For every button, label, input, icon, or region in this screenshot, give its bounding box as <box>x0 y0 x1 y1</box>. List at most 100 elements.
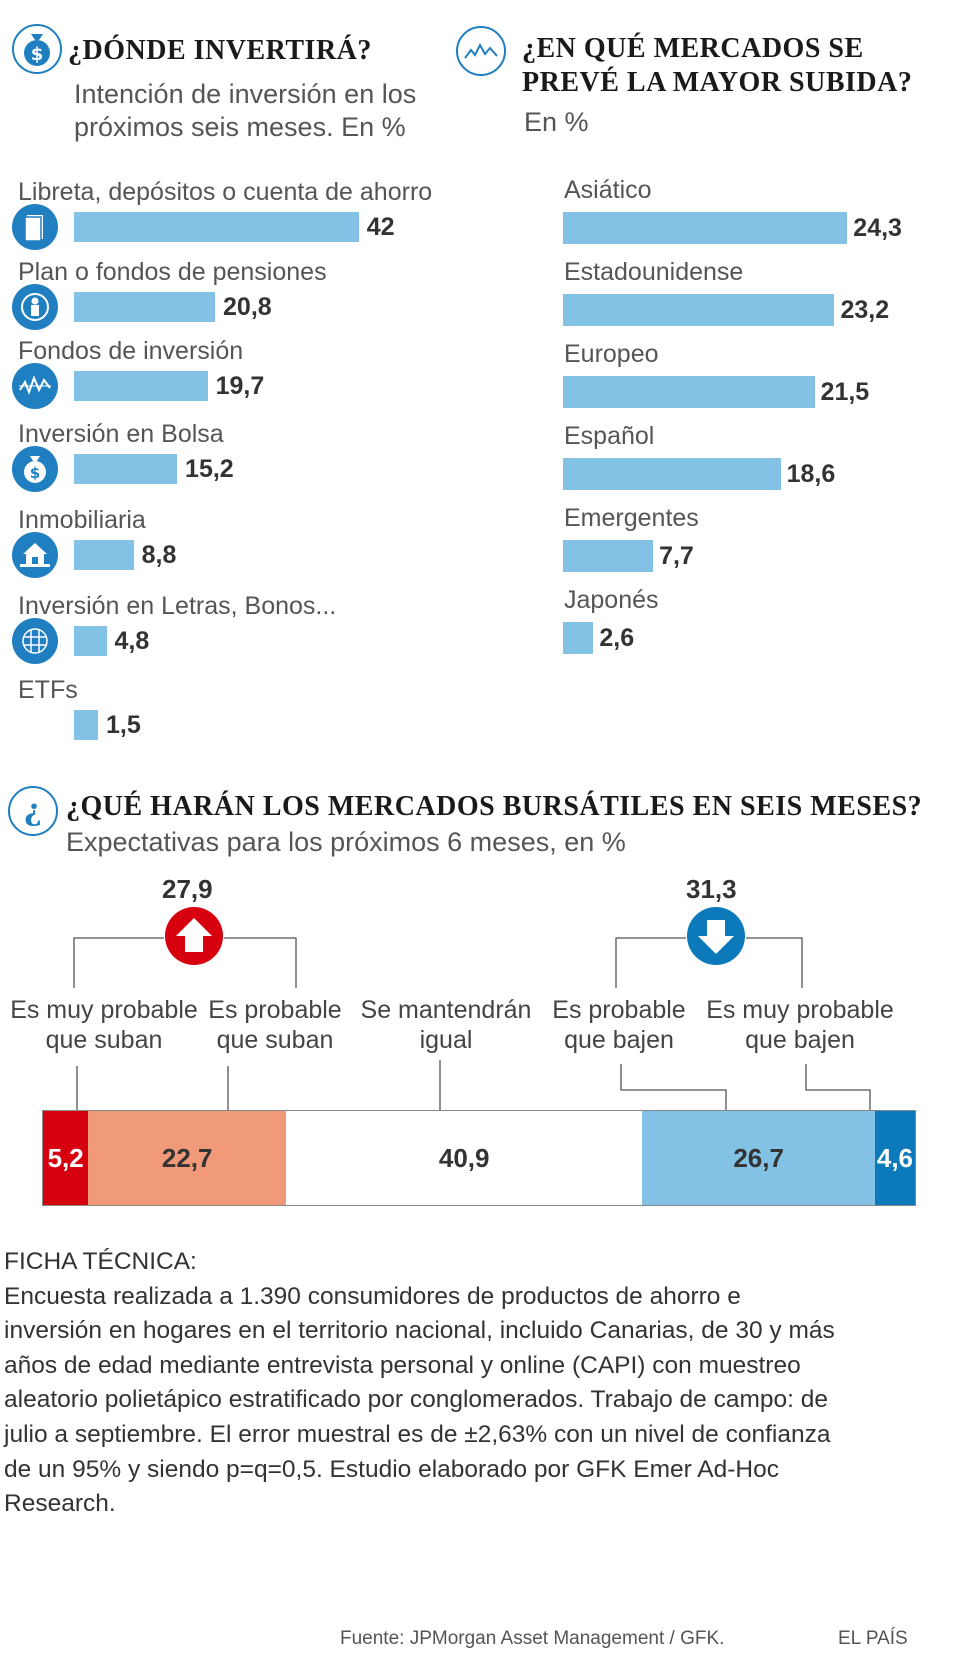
money-bag-icon: $ <box>12 24 62 74</box>
brand-logo: EL PAÍS <box>838 1628 908 1649</box>
market-category-label: Europeo <box>564 340 659 368</box>
svg-text:$: $ <box>30 464 40 482</box>
invest-value-label: 4,8 <box>114 627 150 655</box>
invest-bar <box>74 371 208 401</box>
invest-bar <box>74 454 178 484</box>
ficha-line: Encuesta realizada a 1.390 consumidores … <box>4 1282 741 1310</box>
invest-bar <box>74 292 216 322</box>
markets-subtitle: En % <box>524 107 589 137</box>
invest-category-label: Plan o fondos de pensiones <box>18 258 327 286</box>
market-value-label: 23,2 <box>840 296 890 324</box>
market-value-label: 18,6 <box>786 460 836 488</box>
invest-bar <box>74 710 98 740</box>
svg-text:$: $ <box>31 44 44 65</box>
market-bar <box>563 376 815 408</box>
invest-chart: Libreta, depósitos o cuenta de ahorro 42 P… <box>0 0 470 760</box>
stock-connectors <box>73 937 871 1118</box>
stock-segment-value: 26,7 <box>733 1142 784 1173</box>
ficha-line: inversión en hogares en el territorio na… <box>4 1317 835 1345</box>
invest-value-label: 1,5 <box>106 711 141 739</box>
stock-stacked-bar: 5,2 22,7 40,9 26,7 4,6 <box>42 1110 916 1206</box>
invest-category-label: ETFs <box>18 676 78 704</box>
ficha-line: de un 95% y siendo p=q=0,5. Estudio elab… <box>4 1455 779 1483</box>
invest-category-label: Libreta, depósitos o cuenta de ahorro <box>18 178 433 206</box>
stock-category-label: Es muy probable que bajen <box>705 995 895 1055</box>
invest-header-icon: $ <box>12 24 62 74</box>
ficha-line: años de edad mediante entrevista persona… <box>4 1351 801 1379</box>
invest-bar <box>74 540 134 570</box>
money-bag-icon: $ <box>12 446 58 492</box>
stock-segment: 5,2 <box>43 1111 89 1205</box>
invest-value-label: 19,7 <box>215 372 265 400</box>
market-bar <box>563 294 835 326</box>
stock-category-line1: Es probable <box>208 996 342 1024</box>
question-header-icon: ¿ <box>8 786 58 836</box>
stock-category-label: Es muy probable que suban <box>9 995 199 1055</box>
ficha-line: Research. <box>4 1490 116 1518</box>
market-value-label: 21,5 <box>820 378 870 406</box>
market-category-label: Japonés <box>564 586 659 614</box>
pensioner-icon <box>12 284 58 330</box>
market-value-label: 24,3 <box>853 214 902 242</box>
markets-header-icon <box>456 26 506 76</box>
stock-category-label: Es probable que suban <box>180 995 370 1055</box>
market-bar <box>563 212 848 244</box>
market-value-label: 2,6 <box>599 624 635 652</box>
up-total-value: 27,9 <box>162 874 213 904</box>
stock-category-line2: que bajen <box>564 1026 674 1054</box>
stock-category-line1: Es probable <box>552 996 686 1024</box>
invest-category-label: Inmobiliaria <box>18 506 146 534</box>
up-arrow-icon <box>164 906 224 971</box>
invest-bar <box>74 626 107 656</box>
fund-chart-icon <box>12 363 58 409</box>
invest-subtitle: Intención de inversión en los próximos s… <box>74 79 417 142</box>
stock-segment-value: 40,9 <box>438 1142 490 1173</box>
down-total-value: 31,3 <box>686 874 737 904</box>
market-value-label: 7,7 <box>659 542 694 570</box>
invest-value-label: 8,8 <box>141 541 177 569</box>
market-category-label: Asiático <box>564 176 652 204</box>
invest-category-label: Inversión en Bolsa <box>18 420 224 448</box>
passbook-icon <box>12 204 58 250</box>
stock-category-line2: que bajen <box>745 1026 855 1054</box>
stock-segment-value: 5,2 <box>47 1142 84 1173</box>
markets-title: ¿EN QUÉ MERCADOS SE PREVÉ LA MAYOR SUBID… <box>522 33 913 98</box>
market-bar <box>563 540 654 572</box>
stock-segment: 4,6 <box>874 1111 915 1205</box>
globe-icon <box>12 618 58 664</box>
invest-bar <box>74 212 359 242</box>
invest-value-label: 42 <box>366 213 395 241</box>
invest-value-label: 20,8 <box>223 293 272 321</box>
source-note: Fuente: JPMorgan Asset Management / GFK. <box>340 1628 725 1649</box>
market-category-label: Español <box>564 422 655 450</box>
ficha-line: julio a septiembre. El error muestral es… <box>4 1420 831 1448</box>
ficha-tecnica: FICHA TÉCNICA: Encuesta realizada a 1.39… <box>4 1245 835 1522</box>
stock-category-label: Se mantendrán igual <box>351 995 541 1055</box>
invest-value-label: 15,2 <box>185 455 234 483</box>
ficha-heading: FICHA TÉCNICA: <box>4 1248 197 1275</box>
invest-title: ¿DÓNDE INVERTIRÁ? <box>68 35 372 66</box>
stock-category-line1: Es muy probable <box>706 996 894 1024</box>
stock-category-label: Es probable que bajen <box>524 995 714 1055</box>
stock-segment: 40,9 <box>286 1111 643 1205</box>
stock-category-line2: que suban <box>45 1026 163 1054</box>
market-bar <box>563 622 594 654</box>
stock-subtitle: Expectativas para los próximos 6 meses, … <box>66 827 626 857</box>
stock-category-line1: Es muy probable <box>10 996 198 1024</box>
invest-category-label: Fondos de inversión <box>18 337 244 365</box>
stock-segment-value: 4,6 <box>876 1142 914 1173</box>
stock-segment-value: 22,7 <box>161 1142 213 1173</box>
ficha-line: aleatorio polietápico estratificado por … <box>4 1386 828 1414</box>
invest-category-label: Inversión en Letras, Bonos... <box>18 592 337 620</box>
question-mark-icon: ¿ <box>8 786 58 836</box>
stock-segment: 26,7 <box>642 1111 875 1205</box>
stock-segment: 22,7 <box>88 1111 287 1205</box>
house-icon <box>12 532 58 578</box>
stock-category-line1: Se mantendrán <box>360 996 532 1024</box>
stock-category-line2: que suban <box>216 1026 334 1054</box>
line-chart-icon <box>456 26 506 76</box>
stock-title: ¿QUÉ HARÁN LOS MERCADOS BURSÁTILES EN SE… <box>66 791 923 822</box>
market-category-label: Emergentes <box>564 504 699 532</box>
market-category-label: Estadounidense <box>564 258 744 286</box>
down-arrow-icon <box>686 906 746 971</box>
